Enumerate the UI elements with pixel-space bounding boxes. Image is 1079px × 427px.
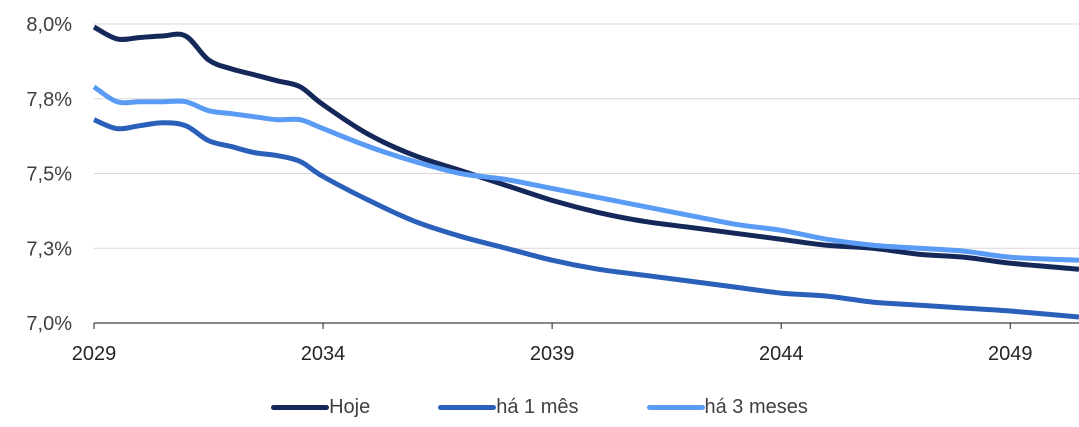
legend-label-ha-1-mes: há 1 mês <box>496 396 579 418</box>
series-lines <box>92 24 1079 320</box>
y-axis-ticks: 7,0% 7,3% 7,5% 7,8% 8,0% <box>26 14 72 335</box>
legend-swatch-ha-1-mes <box>438 405 497 410</box>
series-line-hoje <box>92 24 1079 272</box>
y-tick-label: 7,3% <box>26 238 72 260</box>
gridlines <box>94 23 1079 249</box>
y-tick-label: 7,8% <box>26 89 72 111</box>
legend-label-hoje: Hoje <box>329 396 371 418</box>
legend-item-ha-1-mes: há 1 mês <box>438 396 579 419</box>
series-line-ha-1-mes <box>93 117 1079 320</box>
x-tick-label: 2034 <box>301 343 346 365</box>
x-axis: 2029 2034 2039 2044 2049 <box>72 322 1079 365</box>
line-chart: 7,0% 7,3% 7,5% 7,8% 8,0% 2029 2034 2039 2044 204… <box>26 14 1079 365</box>
x-tick-label: 2039 <box>530 343 575 365</box>
legend: Hoje há 1 mês há 3 meses <box>0 396 1079 419</box>
series-line-ha-3-meses <box>92 84 1079 263</box>
x-tick-label: 2029 <box>72 343 117 365</box>
y-tick-label: 8,0% <box>26 14 72 36</box>
legend-item-hoje: Hoje <box>271 396 370 419</box>
legend-label-ha-3-meses: há 3 meses <box>704 396 808 418</box>
legend-item-ha-3-meses: há 3 meses <box>646 396 808 419</box>
y-tick-label: 7,5% <box>26 164 72 186</box>
x-tick-label: 2044 <box>759 343 804 365</box>
legend-swatch-hoje <box>271 405 330 410</box>
y-tick-label: 7,0% <box>26 313 72 335</box>
x-tick-label: 2049 <box>988 343 1033 365</box>
legend-swatch-ha-3-meses <box>646 405 705 410</box>
